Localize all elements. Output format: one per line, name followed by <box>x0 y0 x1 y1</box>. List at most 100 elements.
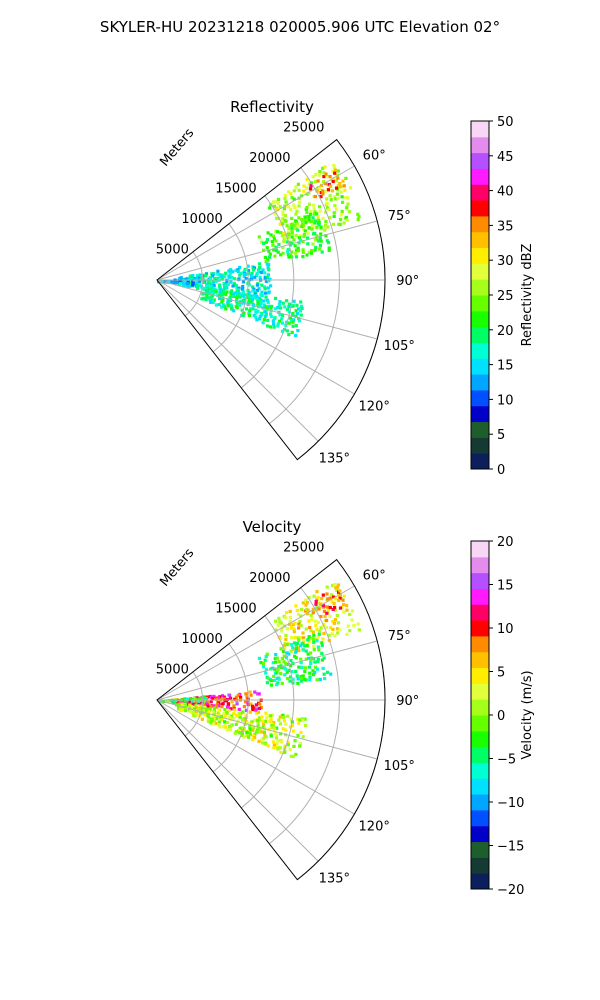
colorbar-swatch <box>471 295 489 312</box>
echo-cell <box>284 637 288 641</box>
echo-cell <box>216 710 220 714</box>
echo-cell <box>290 724 294 728</box>
echo-cell <box>260 290 264 294</box>
echo-cell <box>307 226 311 230</box>
echo-cell <box>285 224 289 228</box>
echo-cell <box>272 237 276 241</box>
echo-cell <box>277 660 281 664</box>
echo-cell <box>346 624 350 628</box>
echo-cell <box>282 649 286 653</box>
echo-cell <box>297 317 301 321</box>
echo-cell <box>335 588 339 592</box>
echo-cell <box>340 195 344 199</box>
echo-cell <box>211 710 215 714</box>
echo-cell <box>252 287 256 291</box>
echo-cell <box>261 661 266 666</box>
echo-cell <box>275 671 279 675</box>
echo-cell <box>276 197 281 201</box>
echo-cell <box>297 649 301 653</box>
radial-tick-label: 20000 <box>249 151 290 166</box>
echo-cell <box>332 595 336 599</box>
colorbar-swatch <box>471 651 489 669</box>
echo-cell <box>257 716 261 720</box>
echo-cell <box>294 604 298 608</box>
echo-cell <box>280 317 284 321</box>
azimuth-tick-label: 60° <box>363 149 386 164</box>
echo-cell <box>232 704 236 708</box>
echo-cell <box>197 276 201 280</box>
echo-cell <box>275 726 279 730</box>
colorbar-swatch <box>471 389 489 407</box>
echo-cell <box>324 182 328 186</box>
echo-cell <box>320 597 324 601</box>
echo-cell <box>275 742 279 746</box>
echo-cell <box>319 225 323 229</box>
colorbar-swatch <box>471 857 489 874</box>
echo-cell <box>322 672 326 676</box>
echo-cell <box>331 627 335 631</box>
echo-cell <box>294 251 298 255</box>
echo-cell <box>295 303 299 307</box>
echo-cell <box>301 223 305 227</box>
echo-cell <box>178 279 182 283</box>
echo-cell <box>243 267 247 271</box>
echo-cell <box>209 300 213 304</box>
echo-cell <box>318 602 323 606</box>
azimuth-spoke <box>156 165 355 281</box>
reflectivity-grid <box>156 138 386 461</box>
echo-cell <box>313 210 317 214</box>
echo-cell <box>229 292 233 296</box>
echo-cell <box>194 710 198 714</box>
echo-cell <box>284 219 288 223</box>
echo-cell <box>204 298 208 302</box>
echo-cell <box>245 733 250 738</box>
echo-cell <box>225 290 229 294</box>
echo-cell <box>327 248 331 252</box>
echo-cell <box>251 728 255 732</box>
echo-cell <box>306 638 310 642</box>
echo-cell <box>280 329 285 333</box>
echo-cell <box>299 300 303 304</box>
echo-cell <box>206 704 210 708</box>
echo-cell <box>256 719 260 723</box>
echo-cell <box>276 250 280 254</box>
echo-cell <box>302 636 306 640</box>
echo-cell <box>262 285 267 289</box>
echo-cell <box>309 661 313 665</box>
echo-cell <box>229 714 234 718</box>
echo-cell <box>292 318 296 322</box>
echo-cell <box>264 310 268 315</box>
echo-cell <box>316 595 320 599</box>
velocity-grid <box>156 558 386 881</box>
echo-cell <box>240 732 245 736</box>
echo-cell <box>234 283 238 287</box>
azimuth-spoke <box>156 279 319 442</box>
echo-cell <box>294 324 298 328</box>
echo-cell <box>342 603 346 607</box>
echo-cell <box>336 621 341 625</box>
echo-cell <box>304 649 308 653</box>
echo-cell <box>326 670 330 674</box>
echo-cell <box>203 713 207 717</box>
velocity-radial-axis-label: Meters <box>157 546 197 590</box>
echo-cell <box>296 246 300 250</box>
echo-cell <box>301 255 305 259</box>
echo-cell <box>301 718 305 723</box>
echo-cell <box>241 280 246 284</box>
echo-cell <box>324 210 328 214</box>
colorbar-label: Velocity (m/s) <box>520 670 535 759</box>
echo-cell <box>314 608 319 612</box>
echo-cell <box>296 681 300 685</box>
echo-cell <box>192 702 196 706</box>
echo-cell <box>313 180 318 184</box>
echo-cell <box>187 708 192 712</box>
echo-cell <box>253 292 257 296</box>
echo-cell <box>254 311 258 315</box>
echo-cell <box>312 647 316 652</box>
echo-cell <box>249 722 253 726</box>
echo-cell <box>350 618 354 622</box>
echo-cell <box>278 722 282 726</box>
echo-cell <box>244 714 248 718</box>
echo-cell <box>334 186 339 190</box>
echo-cell <box>290 330 294 334</box>
